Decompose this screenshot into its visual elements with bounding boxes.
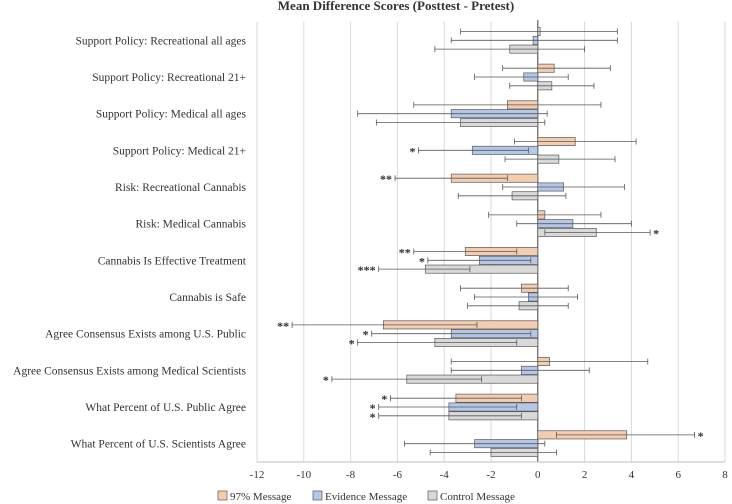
category-label: What Percent of U.S. Scientists Agree — [71, 439, 246, 451]
x-tick-label: 0 — [535, 469, 541, 481]
significance-marker: * — [409, 144, 415, 158]
significance-marker: * — [363, 328, 369, 342]
x-tick-label: 8 — [722, 469, 728, 481]
x-tick-label: 4 — [629, 469, 635, 481]
x-tick-label: -10 — [296, 469, 311, 481]
error-bars — [291, 28, 695, 456]
legend-label: Control Message — [440, 491, 515, 503]
category-label: Support Policy: Recreational 21+ — [92, 72, 246, 84]
significance-marker: ** — [277, 319, 289, 333]
category-label: Support Policy: Medical 21+ — [113, 145, 246, 157]
x-tick-label: -4 — [440, 469, 450, 481]
significance-marker: * — [370, 401, 376, 415]
category-labels: Support Policy: Recreational all ages Sup… — [13, 35, 247, 450]
x-tick-label: -2 — [486, 469, 495, 481]
significance-marker: * — [349, 336, 355, 350]
significance-marker: * — [698, 429, 704, 443]
legend-swatch — [312, 490, 323, 501]
significance-marker: ** — [380, 172, 392, 186]
significance-marker: *** — [358, 263, 376, 277]
category-label: Risk: Medical Cannabis — [135, 219, 246, 231]
category-label: Support Policy: Recreational all ages — [75, 35, 246, 47]
category-label: Cannabis Is Effective Treatment — [98, 255, 247, 267]
legend: 97% Message Evidence Message Control Messa… — [217, 490, 515, 503]
significance-marker: * — [419, 254, 425, 268]
significance-marker: * — [653, 226, 659, 240]
legend-swatch — [427, 490, 438, 501]
category-label: Cannabis is Safe — [169, 292, 246, 304]
category-label: Agree Consensus Exists among U.S. Public — [45, 329, 246, 341]
x-tick-label: -6 — [393, 469, 403, 481]
x-tick-labels: -12 -10 -8 -6 -4 -2 0 2 4 6 8 — [250, 469, 729, 481]
significance-marker: * — [381, 392, 387, 406]
significance-markers: ******************* — [277, 144, 703, 443]
legend-label: 97% Message — [230, 491, 292, 503]
x-tick-label: 6 — [675, 469, 681, 481]
legend-swatch — [217, 490, 228, 501]
chart-title: Mean Difference Scores (Posttest - Prete… — [278, 0, 514, 13]
category-label: Risk: Recreational Cannabis — [115, 182, 246, 194]
category-label: Agree Consensus Exists among Medical Sci… — [13, 365, 246, 377]
category-label: What Percent of U.S. Public Agree — [85, 402, 246, 414]
significance-marker: * — [323, 373, 329, 387]
significance-marker: ** — [399, 246, 411, 260]
x-tick-label: 2 — [582, 469, 588, 481]
gridlines — [256, 20, 726, 463]
bars — [383, 27, 628, 457]
category-label: Support Policy: Medical all ages — [96, 109, 247, 121]
legend-label: Evidence Message — [325, 491, 407, 503]
x-tick-label: -8 — [346, 469, 356, 481]
significance-marker: * — [370, 410, 376, 424]
x-tick-label: -12 — [250, 469, 265, 481]
